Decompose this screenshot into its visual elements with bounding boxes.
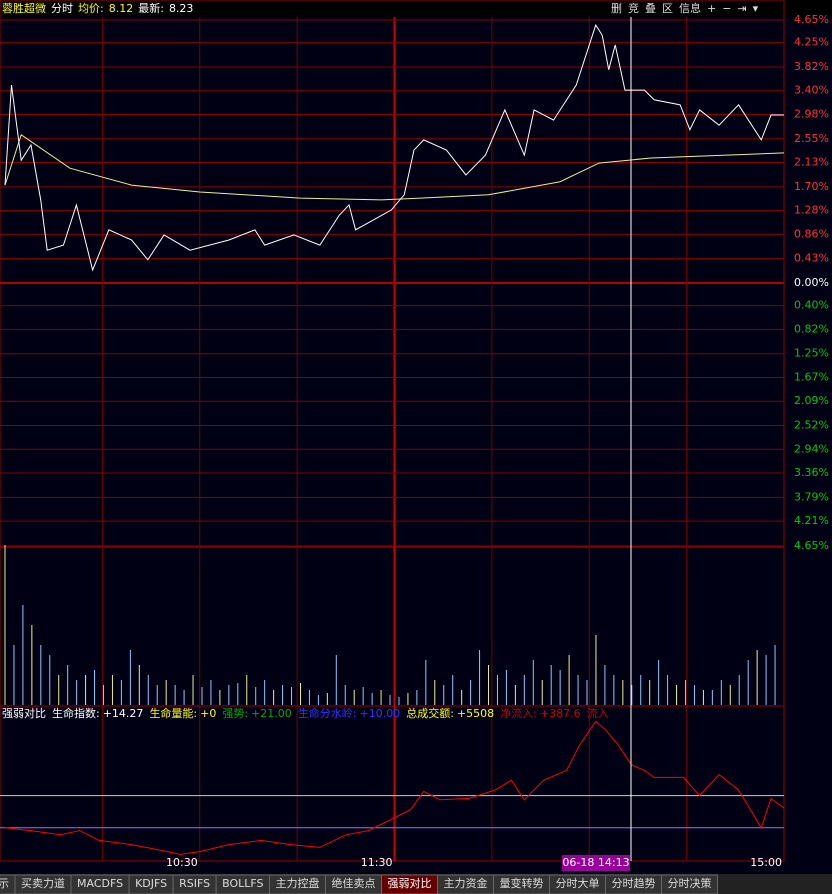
- y-tick-label: 4.25%: [794, 36, 829, 49]
- price-line: [4, 23, 784, 272]
- frame: [0, 0, 785, 862]
- indicator-item: 生命指数:: [52, 706, 100, 720]
- indicator-item: +21.00: [251, 707, 292, 720]
- y-tick-label: 1.67%: [794, 370, 829, 383]
- header-button[interactable]: 区: [662, 2, 673, 15]
- header-text: 8.12: [109, 2, 134, 15]
- indicator-item: +14.27: [103, 707, 144, 720]
- y-tick-label: 4.65%: [794, 539, 829, 552]
- crosshair-label: 06-18 14:13: [562, 856, 629, 869]
- tab[interactable]: 主力资金: [444, 876, 488, 890]
- header-button[interactable]: 竞: [628, 1, 639, 15]
- header-text: 均价:: [78, 2, 104, 15]
- y-tick-label: 1.25%: [794, 347, 829, 360]
- tab[interactable]: 主力控盘: [276, 876, 320, 890]
- y-tick-label: 3.36%: [794, 466, 829, 479]
- x-tick-label: 10:30: [166, 856, 198, 869]
- header-button[interactable]: ▾: [753, 2, 759, 15]
- indicator-item: +5508: [457, 707, 494, 720]
- x-tick-label: 15:00: [750, 856, 782, 869]
- tab[interactable]: 强弱对比: [388, 876, 432, 890]
- y-tick-label: 1.70%: [794, 180, 829, 193]
- tab[interactable]: BOLLFS: [222, 877, 263, 890]
- header-button[interactable]: 叠: [645, 2, 656, 15]
- header-text: 8.23: [169, 2, 194, 15]
- tab[interactable]: 分时大单: [556, 876, 600, 890]
- header-button[interactable]: −: [722, 2, 731, 15]
- tab[interactable]: MACDFS: [77, 877, 123, 890]
- indicator-item: 净流入:: [500, 706, 537, 720]
- indicator-item: 流入: [587, 706, 609, 720]
- indicator-line: [4, 720, 785, 855]
- y-tick-label: 2.55%: [794, 132, 829, 145]
- y-tick-label: 4.65%: [794, 13, 829, 26]
- y-tick-label: 4.21%: [794, 514, 829, 527]
- header-button[interactable]: ⇥: [737, 2, 746, 15]
- indicator-item: 总成交额:: [406, 706, 454, 720]
- indicator-name: 强弱对比: [2, 706, 46, 720]
- y-tick-label: 3.82%: [794, 60, 829, 73]
- tab[interactable]: 买卖力道: [21, 876, 65, 890]
- header-text: 最新:: [138, 1, 164, 15]
- header-text: 分时: [51, 2, 73, 15]
- header-text: 蓉胜超微: [2, 1, 46, 15]
- header-bar: [0, 0, 832, 17]
- crosshair-label-bg: [562, 855, 630, 871]
- y-tick-label: 2.98%: [794, 107, 829, 120]
- indicator-item: +387.6: [540, 707, 581, 720]
- y-tick-label: 3.79%: [794, 490, 829, 503]
- y-tick-label: 3.40%: [794, 84, 829, 97]
- y-tick-label: 2.52%: [794, 419, 829, 432]
- indicator-item: +10.00: [360, 707, 401, 720]
- tab[interactable]: 分时趋势: [612, 877, 656, 890]
- y-tick-label: 2.09%: [794, 394, 829, 407]
- y-tick-label: 2.13%: [794, 156, 829, 169]
- tab[interactable]: 分时决策: [668, 876, 712, 890]
- tab[interactable]: RSIFS: [179, 877, 210, 890]
- indicator-item: 强势:: [222, 707, 248, 720]
- y-tick-label: 2.94%: [794, 442, 829, 455]
- y-tick-label: 0.43%: [794, 252, 829, 265]
- indicator-item: 生命分水岭:: [298, 706, 357, 720]
- header-button[interactable]: 删: [611, 2, 622, 15]
- tab[interactable]: KDJFS: [135, 877, 167, 890]
- y-tick-label: 0.40%: [794, 299, 829, 312]
- y-tick-label: 0.00%: [794, 276, 829, 289]
- tab-bg: [661, 874, 719, 894]
- y-tick-label: 1.28%: [794, 204, 829, 217]
- tab[interactable]: 示: [0, 877, 9, 890]
- tab[interactable]: 量变转势: [500, 876, 544, 890]
- avg-line: [4, 134, 785, 201]
- indicator-item: 生命量能:: [149, 706, 197, 720]
- header-button[interactable]: 信息: [679, 1, 701, 15]
- header-button[interactable]: +: [707, 2, 716, 15]
- tab[interactable]: 绝佳卖点: [332, 876, 376, 890]
- x-tick-label: 11:30: [361, 856, 393, 869]
- y-tick-label: 0.82%: [794, 322, 829, 335]
- indicator-item: +0: [200, 707, 216, 720]
- y-tick-label: 0.86%: [794, 227, 829, 240]
